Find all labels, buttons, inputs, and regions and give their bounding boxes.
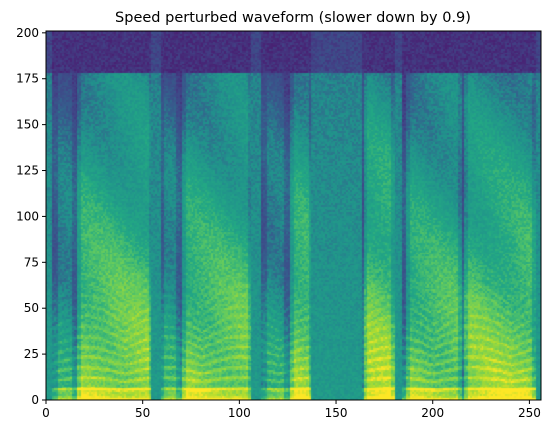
y-tick-label: 50	[24, 301, 39, 315]
x-tick-label: 200	[421, 406, 444, 420]
spectrogram-heatmap	[46, 31, 541, 400]
plot-area-container	[46, 31, 541, 400]
plot-frame	[45, 30, 542, 401]
y-tick-label: 100	[16, 209, 39, 223]
y-tick-label: 175	[16, 72, 39, 86]
y-tick-label: 25	[24, 347, 39, 361]
x-tick-label: 250	[518, 406, 541, 420]
x-tick-label: 150	[325, 406, 348, 420]
x-tick-label: 0	[42, 406, 50, 420]
y-tick-label: 125	[16, 164, 39, 178]
x-tick-label: 100	[228, 406, 251, 420]
y-tick-label: 200	[16, 26, 39, 40]
y-tick-label: 150	[16, 118, 39, 132]
y-tick-label: 0	[31, 393, 39, 407]
x-axis: 0 50 100 150 200 250	[42, 400, 541, 420]
y-tick-label: 75	[24, 255, 39, 269]
x-tick-label: 50	[135, 406, 150, 420]
y-axis: 0 25 50 75 100 125 150 175 200	[16, 26, 46, 407]
chart-title: Speed perturbed waveform (slower down by…	[115, 10, 471, 26]
